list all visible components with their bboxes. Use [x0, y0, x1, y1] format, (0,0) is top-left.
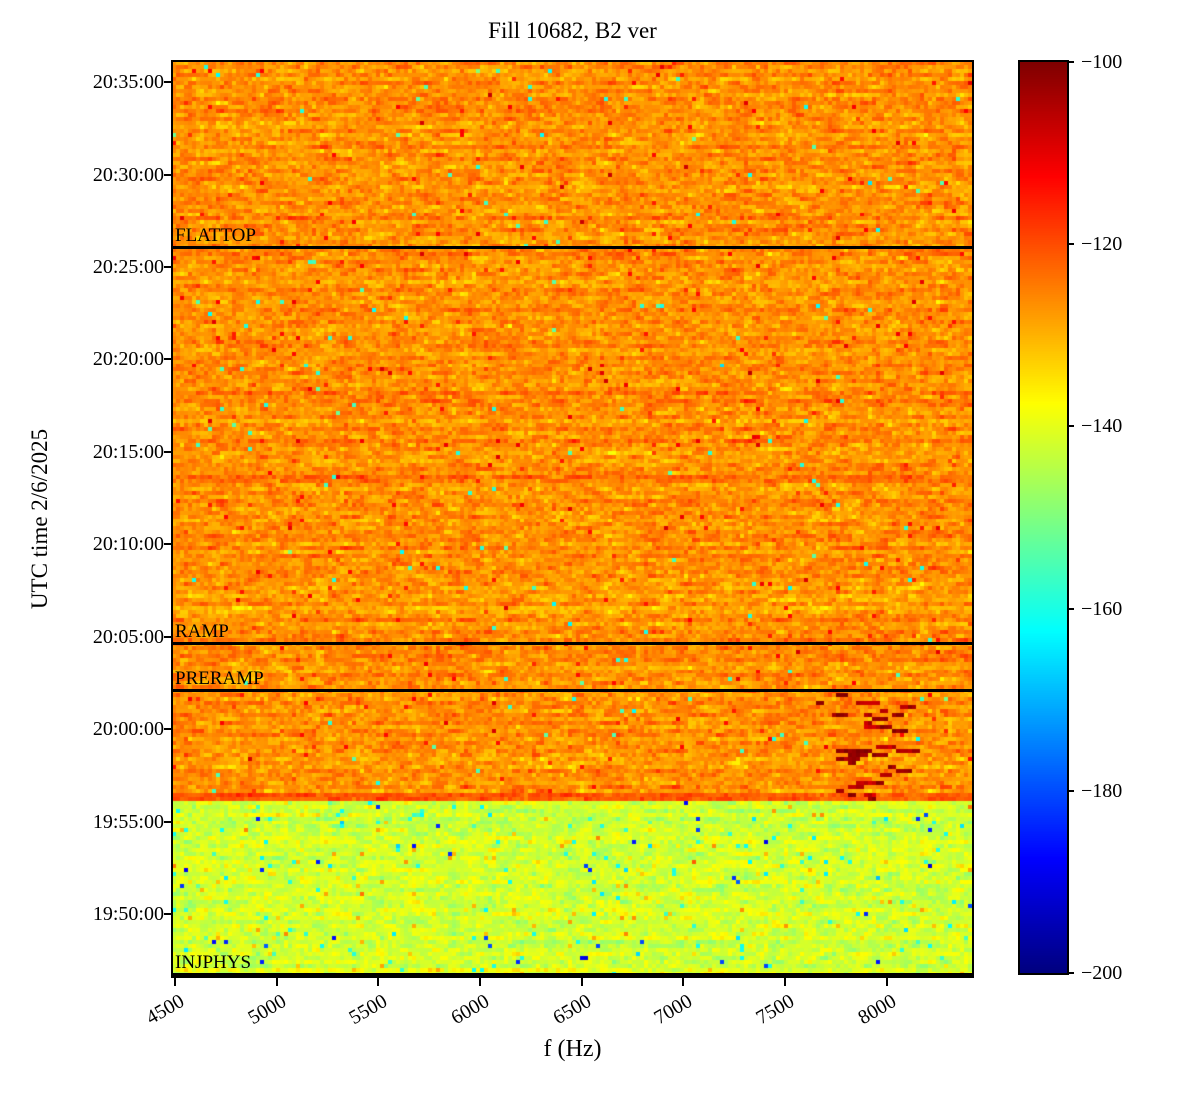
y-tick-label: 20:00:00: [92, 718, 164, 741]
x-tick-label: 4500: [142, 990, 189, 1030]
chart-title: Fill 10682, B2 ver: [488, 18, 657, 43]
y-tick-label: 20:10:00: [92, 533, 164, 556]
y-tick-label: 19:55:00: [92, 810, 164, 833]
annotation-label-preramp: PRERAMP: [175, 667, 264, 689]
y-tick-mark: [164, 820, 173, 823]
x-tick-mark: [885, 978, 888, 986]
annotation-line-flattop: [173, 245, 972, 249]
colorbar-tick-label: −140: [1081, 415, 1123, 438]
x-tick-label: 6500: [549, 990, 595, 1030]
colorbar-tick-label: −160: [1081, 597, 1123, 620]
y-tick-label: 20:35:00: [92, 71, 164, 94]
annotation-line-preramp: [173, 688, 972, 692]
y-tick-mark: [164, 173, 173, 176]
x-tick-label: 6000: [447, 990, 493, 1030]
annotation-label-flattop: FLATTOP: [175, 224, 256, 246]
y-tick-label: 20:20:00: [92, 348, 164, 371]
y-tick-mark: [164, 358, 173, 361]
y-tick-label: 20:05:00: [92, 625, 164, 648]
x-tick-mark: [783, 978, 786, 986]
annotation-line-ramp: [173, 641, 972, 645]
colorbar-tick-label: −180: [1081, 779, 1123, 802]
x-axis-label: f (Hz): [543, 1036, 602, 1062]
annotation-line-injphys: [173, 973, 972, 976]
annotation-label-ramp: RAMP: [175, 620, 229, 642]
y-tick-mark: [164, 450, 173, 453]
y-tick-mark: [164, 913, 173, 916]
colorbar-gradient: [1020, 62, 1067, 973]
colorbar-tick-mark: [1067, 789, 1074, 792]
colorbar-tick-mark: [1067, 425, 1074, 428]
x-tick-mark: [377, 978, 380, 986]
y-tick-label: 20:25:00: [92, 255, 164, 278]
x-tick-mark: [478, 978, 481, 986]
x-tick-label: 8000: [853, 990, 900, 1030]
colorbar-tick-label: −100: [1081, 51, 1123, 73]
y-tick-mark: [164, 543, 173, 546]
colorbar-tick-label: −200: [1081, 962, 1123, 984]
colorbar-tick-mark: [1067, 607, 1074, 610]
y-tick-mark: [164, 265, 173, 268]
x-tick-mark: [580, 978, 583, 986]
x-tick-label: 7000: [650, 990, 697, 1030]
colorbar-tick-mark: [1067, 972, 1074, 974]
x-tick-label: 7500: [752, 990, 798, 1030]
colorbar-tick-mark: [1067, 243, 1074, 246]
y-tick-label: 19:50:00: [92, 903, 164, 926]
y-axis-label: UTC time 2/6/2025: [27, 428, 52, 610]
x-tick-mark: [682, 978, 685, 986]
x-tick-mark: [275, 978, 278, 986]
y-tick-mark: [164, 81, 173, 84]
annotation-label-injphys: INJPHYS: [175, 952, 252, 973]
x-tick-label: 5000: [244, 990, 290, 1030]
x-tick-mark: [174, 978, 177, 986]
y-tick-mark: [164, 728, 173, 731]
y-tick-label: 20:15:00: [92, 440, 164, 463]
x-tick-label: 5500: [345, 990, 392, 1030]
y-tick-label: 20:30:00: [92, 163, 164, 186]
spectrogram-heatmap: [173, 62, 972, 976]
colorbar-tick-label: −120: [1081, 233, 1123, 256]
colorbar-tick-mark: [1067, 61, 1074, 63]
y-tick-mark: [164, 635, 173, 638]
